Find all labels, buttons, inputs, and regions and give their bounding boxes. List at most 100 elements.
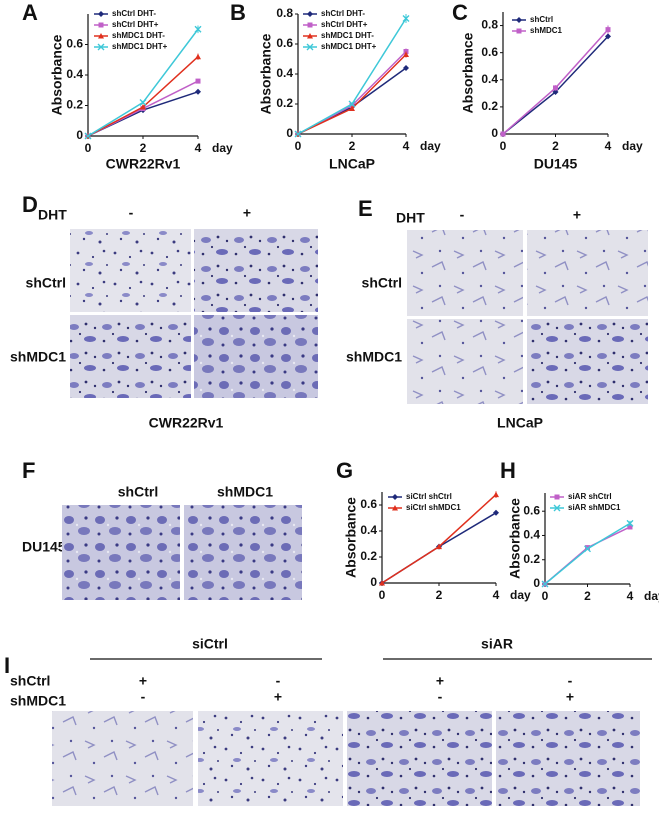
marker	[553, 85, 558, 91]
x-axis-label: DU145	[534, 156, 578, 172]
condition-mark: +	[566, 689, 574, 705]
column-label: +	[573, 207, 581, 223]
series-line	[297, 50, 407, 135]
micrograph	[407, 230, 523, 316]
marker	[379, 580, 385, 586]
micrograph	[527, 319, 648, 404]
x-unit-label: day	[212, 141, 233, 155]
marker	[584, 545, 591, 553]
micrograph	[184, 505, 302, 600]
y-tick-label: 0.2	[66, 98, 83, 112]
marker	[402, 15, 410, 22]
x-axis-label: CWR22Rv1	[106, 156, 181, 172]
condition-mark: -	[568, 673, 573, 689]
legend-label: siAR shCtrl	[568, 492, 612, 501]
y-tick-label: 0.2	[523, 552, 540, 566]
y-tick-label: 0	[491, 126, 498, 140]
marker	[140, 104, 146, 110]
marker	[195, 88, 201, 95]
y-tick-label: 0	[76, 128, 83, 142]
y-tick-label: 0.8	[276, 6, 293, 20]
x-tick-label: 4	[493, 588, 500, 602]
y-axis-label: Absorbance	[343, 497, 359, 578]
x-unit-label: day	[420, 139, 441, 153]
marker	[541, 580, 549, 588]
x-tick-label: 2	[552, 139, 559, 153]
marker	[493, 509, 499, 516]
row-label: shMDC1	[346, 349, 402, 365]
row-label: shMDC1	[10, 349, 66, 365]
marker	[436, 543, 442, 550]
row-label: shCtrl	[362, 275, 402, 291]
x-tick-label: 4	[195, 141, 202, 155]
legend-label: shCtrl DHT-	[321, 9, 365, 18]
marker	[552, 88, 559, 95]
y-axis-label: Absorbance	[258, 33, 274, 114]
panel-letter: E	[358, 196, 373, 221]
y-tick-label: 0	[286, 126, 293, 140]
marker	[500, 131, 506, 137]
legend-marker	[98, 22, 104, 28]
marker	[605, 33, 611, 40]
legend-marker	[307, 33, 313, 39]
series-line	[544, 526, 631, 585]
legend-label: shCtrl	[530, 15, 553, 24]
marker	[348, 100, 356, 108]
micrograph	[527, 230, 648, 316]
x-tick-label: 4	[403, 139, 410, 153]
series-line	[297, 67, 407, 135]
marker	[626, 519, 634, 527]
column-label: +	[243, 205, 251, 221]
row-label: shMDC1	[10, 693, 66, 709]
y-tick-label: 0.6	[481, 45, 498, 59]
marker	[605, 27, 611, 33]
y-tick-label: 0.4	[360, 523, 377, 537]
y-axis-label: Absorbance	[460, 32, 476, 113]
treatment-label: DHT	[38, 207, 67, 223]
y-tick-label: 0	[533, 576, 540, 590]
y-tick-label: 0.4	[276, 66, 293, 80]
legend-label: shCtrl DHT-	[112, 9, 156, 18]
y-tick-label: 0.4	[481, 72, 498, 86]
x-unit-label: day	[622, 139, 643, 153]
legend-label: shMDC1 DHT+	[321, 42, 377, 51]
row-label: DU145	[22, 539, 66, 555]
marker	[403, 51, 409, 57]
x-tick-label: 2	[436, 588, 443, 602]
y-axis-label: Absorbance	[49, 34, 65, 115]
legend-marker	[392, 505, 398, 511]
legend-marker	[307, 22, 313, 28]
legend-label: shCtrl DHT+	[112, 20, 159, 29]
marker	[294, 130, 302, 138]
column-label: shMDC1	[217, 484, 273, 500]
marker	[194, 25, 202, 33]
x-tick-label: 0	[379, 588, 386, 602]
legend-label: shMDC1 DHT-	[112, 31, 165, 40]
marker	[493, 491, 499, 498]
y-tick-label: 0.4	[66, 67, 83, 81]
legend-label: siCtrl shCtrl	[406, 492, 452, 501]
column-label: -	[460, 207, 465, 223]
legend-label: shMDC1 DHT+	[112, 42, 168, 51]
micrograph	[194, 229, 318, 312]
micrograph	[198, 711, 343, 806]
panel-letter: F	[22, 458, 35, 483]
legend-marker	[516, 28, 522, 34]
y-tick-label: 0	[370, 575, 377, 589]
series-line	[87, 91, 199, 137]
legend-label: siCtrl shMDC1	[406, 503, 461, 512]
condition-mark: -	[438, 689, 443, 705]
micrograph	[70, 229, 191, 312]
marker	[195, 53, 201, 60]
y-tick-label: 0.6	[276, 36, 293, 50]
series-line	[502, 29, 609, 135]
marker	[403, 65, 409, 71]
x-tick-label: 0	[295, 139, 302, 153]
legend-label: siAR shMDC1	[568, 503, 621, 512]
x-tick-label: 0	[500, 139, 507, 153]
condition-mark: +	[436, 673, 444, 689]
y-tick-label: 0.6	[66, 37, 83, 51]
group-label: siCtrl	[192, 636, 228, 652]
series-line	[297, 53, 407, 135]
